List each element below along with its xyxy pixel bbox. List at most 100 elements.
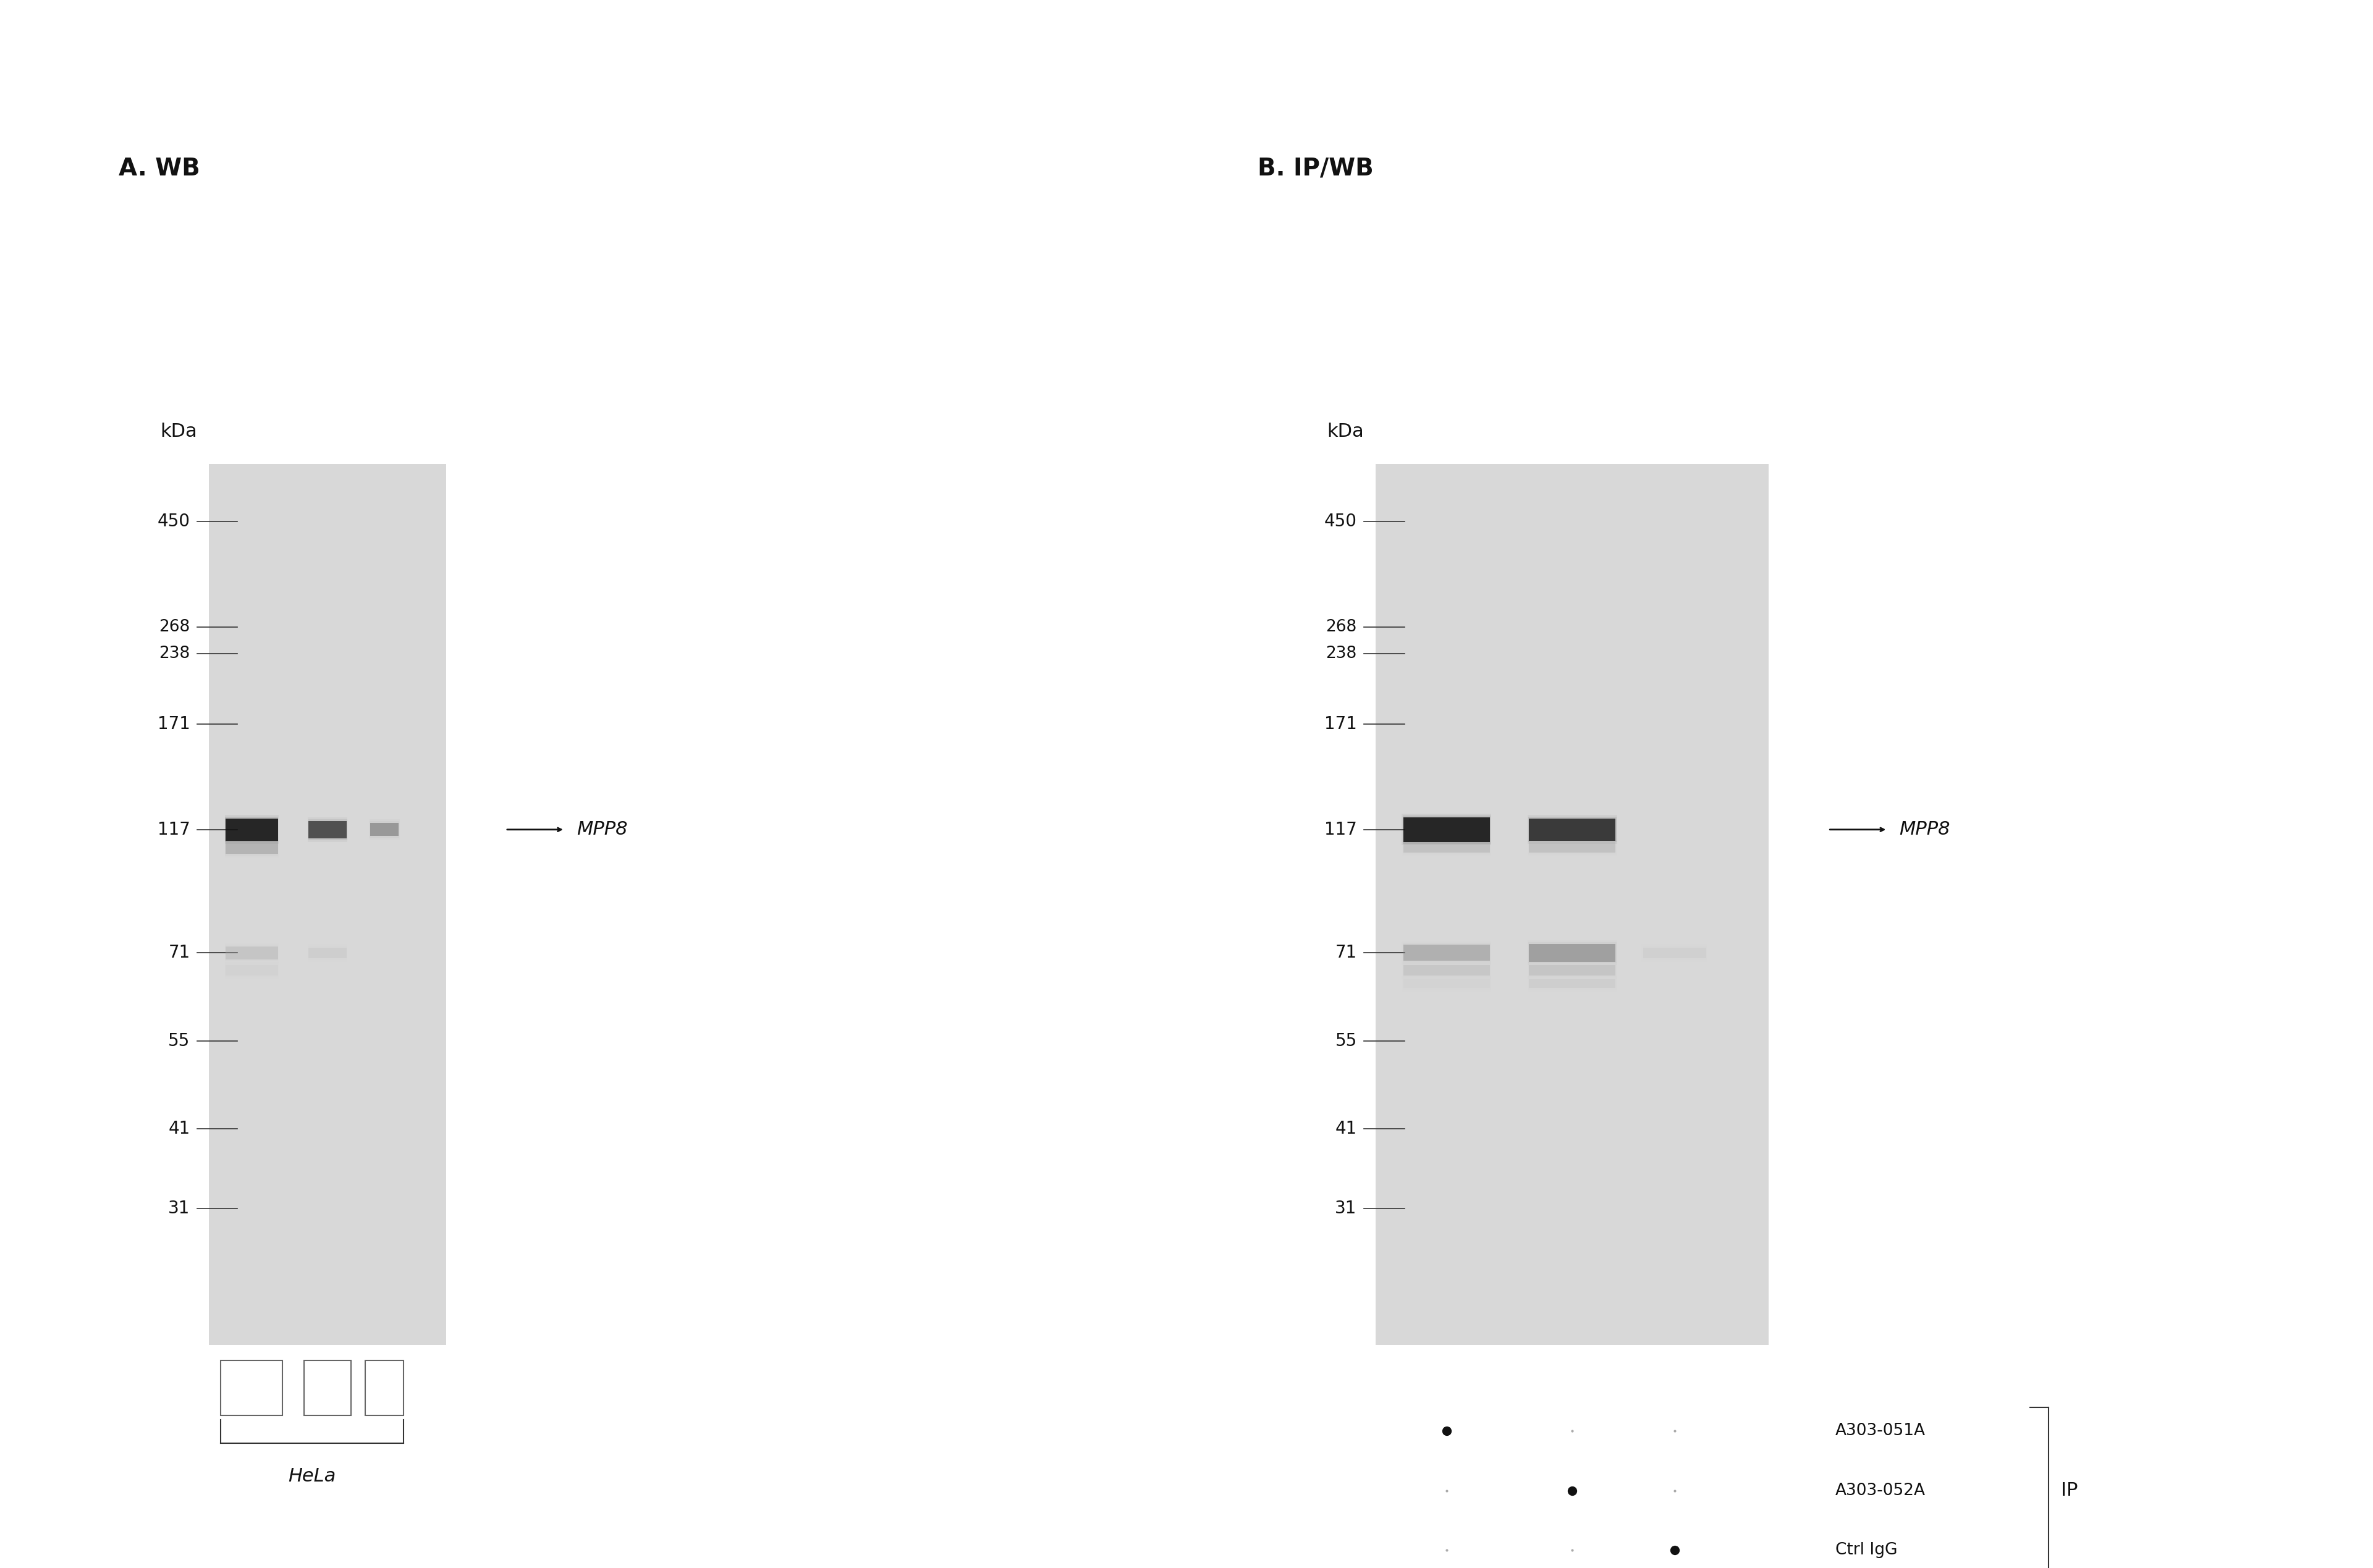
Bar — [370, 822, 399, 837]
Text: 117: 117 — [1324, 822, 1357, 839]
Bar — [221, 1361, 282, 1416]
Bar — [1528, 842, 1616, 853]
Text: 268: 268 — [159, 619, 190, 635]
Text: 31: 31 — [168, 1200, 190, 1217]
Text: 55: 55 — [168, 1032, 190, 1049]
Text: 31: 31 — [1336, 1200, 1357, 1217]
Bar — [1528, 977, 1616, 989]
Bar — [1528, 961, 1616, 980]
Bar — [225, 942, 278, 963]
Bar — [225, 837, 278, 858]
Text: 171: 171 — [1324, 715, 1357, 732]
Text: 171: 171 — [157, 715, 190, 732]
Text: kDa: kDa — [161, 423, 197, 441]
Text: MPP8: MPP8 — [577, 820, 626, 839]
Bar — [370, 823, 399, 836]
Bar — [1528, 818, 1616, 840]
Bar — [1402, 946, 1490, 961]
Bar — [308, 818, 346, 840]
Text: 41: 41 — [168, 1120, 190, 1138]
Bar — [1402, 961, 1490, 980]
Bar — [1402, 815, 1490, 844]
Bar — [304, 1361, 351, 1416]
Bar — [1528, 980, 1616, 988]
Bar — [1528, 980, 1616, 988]
Bar — [308, 947, 346, 958]
Bar — [1528, 966, 1616, 975]
Bar — [1402, 966, 1490, 975]
Bar — [1402, 842, 1490, 853]
Bar — [225, 817, 278, 842]
Text: 450: 450 — [1324, 513, 1357, 530]
Bar — [1528, 975, 1616, 991]
Text: 50: 50 — [240, 1380, 263, 1397]
Bar — [308, 820, 346, 839]
Bar — [1642, 947, 1706, 958]
Bar — [1528, 942, 1616, 963]
Bar — [1642, 947, 1706, 958]
Bar — [1528, 941, 1616, 966]
Bar — [1402, 944, 1490, 963]
Bar — [308, 817, 346, 842]
Text: 238: 238 — [1327, 646, 1357, 662]
Text: IP: IP — [2060, 1482, 2079, 1499]
Bar — [1376, 464, 1768, 1345]
Bar — [1402, 977, 1490, 989]
Bar — [1528, 966, 1616, 975]
Bar — [225, 946, 278, 960]
Text: B. IP/WB: B. IP/WB — [1258, 157, 1374, 180]
Text: A303-052A: A303-052A — [1834, 1482, 1925, 1499]
Bar — [1402, 980, 1490, 988]
Bar — [1528, 963, 1616, 977]
Bar — [370, 820, 399, 840]
Bar — [209, 464, 446, 1345]
Bar — [1402, 814, 1490, 845]
Bar — [308, 946, 346, 960]
Bar — [1642, 944, 1709, 961]
Text: 71: 71 — [168, 944, 190, 961]
Bar — [225, 961, 278, 980]
Bar — [225, 840, 278, 855]
Bar — [1402, 975, 1490, 991]
Bar — [1402, 963, 1490, 977]
Bar — [1402, 941, 1490, 964]
Bar — [225, 966, 278, 975]
Bar — [1528, 842, 1616, 853]
Bar — [1402, 966, 1490, 975]
Bar — [225, 815, 278, 844]
Text: 55: 55 — [1336, 1032, 1357, 1049]
Text: 268: 268 — [1327, 619, 1357, 635]
Bar — [225, 840, 278, 855]
Bar — [370, 823, 399, 836]
Text: A303-051A: A303-051A — [1834, 1422, 1925, 1439]
Bar — [365, 1361, 403, 1416]
Bar — [1528, 840, 1616, 855]
Bar — [1528, 839, 1616, 856]
Bar — [1402, 946, 1490, 961]
Text: 5: 5 — [380, 1380, 389, 1397]
Text: 450: 450 — [157, 513, 190, 530]
Text: Ctrl IgG: Ctrl IgG — [1834, 1541, 1898, 1559]
Bar — [1528, 817, 1616, 842]
Bar — [1402, 842, 1490, 853]
Text: 238: 238 — [159, 646, 190, 662]
Bar — [308, 820, 346, 839]
Bar — [225, 818, 278, 840]
Bar — [1528, 944, 1616, 961]
Text: kDa: kDa — [1327, 423, 1364, 441]
Text: 117: 117 — [157, 822, 190, 839]
Bar — [1528, 818, 1616, 840]
Bar — [1402, 980, 1490, 988]
Bar — [1528, 944, 1616, 961]
Bar — [225, 946, 278, 960]
Bar — [225, 963, 278, 977]
Text: HeLa: HeLa — [287, 1468, 337, 1485]
Text: 15: 15 — [316, 1380, 339, 1397]
Bar — [1402, 840, 1490, 855]
Bar — [225, 839, 278, 856]
Bar — [1402, 817, 1490, 842]
Text: 41: 41 — [1336, 1120, 1357, 1138]
Bar — [225, 944, 278, 961]
Text: 71: 71 — [1336, 944, 1357, 961]
Bar — [1528, 815, 1616, 844]
